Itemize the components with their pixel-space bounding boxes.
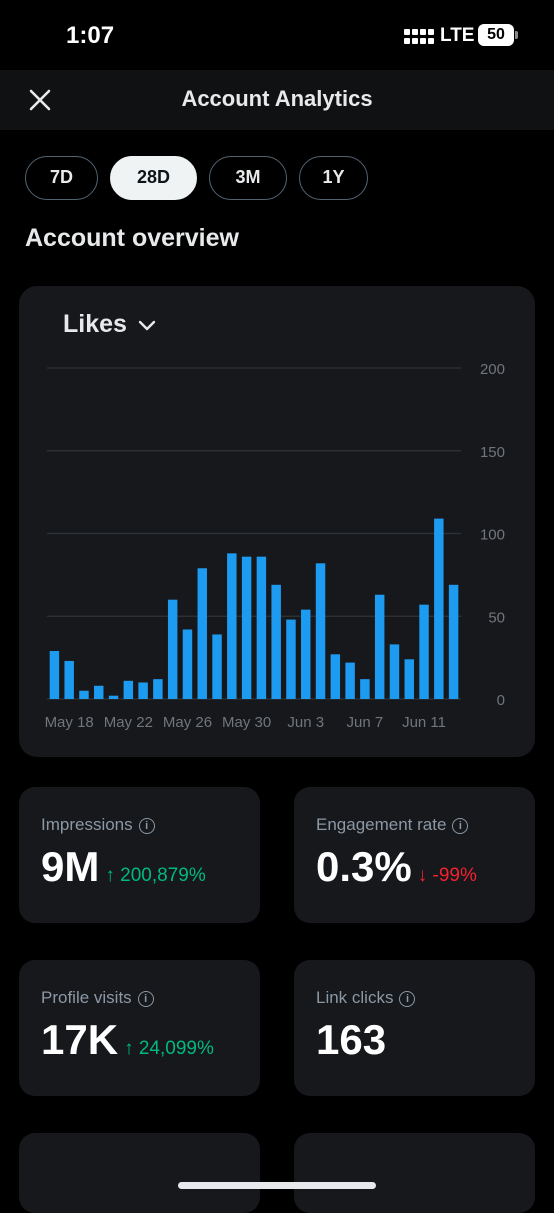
tab-3m[interactable]: 3M bbox=[209, 156, 287, 200]
nav-bar: Account Analytics bbox=[0, 70, 554, 130]
bar bbox=[360, 679, 370, 699]
tab-7d[interactable]: 7D bbox=[25, 156, 98, 200]
stat-card-link-clicks[interactable]: Link clicks i 163 bbox=[294, 960, 535, 1096]
stat-number: 9M bbox=[41, 843, 100, 890]
y-tick-label: 200 bbox=[480, 361, 505, 378]
x-tick-label: Jun 7 bbox=[347, 714, 384, 731]
network-label: LTE bbox=[440, 25, 475, 46]
stat-change: ↑ 24,099% bbox=[124, 1038, 214, 1059]
chart-card: Likes 200 150 100 50 0 May 18 May 22 May 26 May … bbox=[19, 286, 535, 757]
bar bbox=[330, 654, 341, 699]
tab-28d[interactable]: 28D bbox=[110, 156, 197, 200]
info-icon[interactable]: i bbox=[138, 818, 155, 834]
stat-label-text: Impressions bbox=[41, 815, 133, 834]
bar bbox=[49, 651, 60, 699]
metric-label: Likes bbox=[63, 310, 127, 338]
signal-icon bbox=[404, 29, 434, 47]
stat-label-engagement: Engagement rate i bbox=[316, 815, 469, 835]
stat-value-engagement: 0.3% ↓ -99% bbox=[316, 843, 477, 891]
close-button[interactable] bbox=[24, 84, 56, 116]
bar bbox=[197, 568, 207, 699]
stat-card-impressions[interactable]: Impressions i 9M ↑ 200,879% bbox=[19, 787, 260, 923]
bar bbox=[94, 685, 104, 699]
stat-change: ↑ 200,879% bbox=[105, 865, 206, 886]
x-tick-label: May 18 bbox=[45, 714, 94, 731]
x-tick-label: Jun 3 bbox=[287, 714, 324, 731]
bar bbox=[256, 556, 267, 699]
y-tick-label: 0 bbox=[497, 692, 505, 709]
x-tick-label: May 30 bbox=[222, 714, 271, 731]
stat-value-profile-visits: 17K ↑ 24,099% bbox=[41, 1016, 214, 1064]
bar bbox=[212, 634, 222, 699]
info-icon[interactable]: i bbox=[137, 991, 154, 1007]
bar bbox=[182, 629, 193, 699]
bar bbox=[419, 604, 429, 699]
x-tick-label: May 26 bbox=[163, 714, 212, 731]
bar bbox=[448, 584, 459, 699]
stat-label-text: Engagement rate bbox=[316, 815, 447, 834]
bar bbox=[389, 644, 400, 699]
bar bbox=[64, 660, 74, 699]
stat-card-partial[interactable] bbox=[294, 1133, 535, 1213]
stat-label-impressions: Impressions i bbox=[41, 815, 155, 835]
x-tick-label: May 22 bbox=[104, 714, 153, 731]
battery-icon: 50 bbox=[478, 24, 514, 46]
y-tick-label: 150 bbox=[480, 444, 505, 461]
close-icon bbox=[29, 89, 51, 111]
likes-chart: 200 150 100 50 0 May 18 May 22 May 26 May 30 Jun … bbox=[45, 361, 505, 731]
info-icon[interactable]: i bbox=[452, 818, 469, 834]
bar bbox=[153, 679, 163, 699]
bar bbox=[227, 553, 237, 699]
chevron-down-icon bbox=[137, 311, 157, 340]
stat-value-impressions: 9M ↑ 200,879% bbox=[41, 843, 206, 891]
metric-dropdown[interactable]: Likes bbox=[63, 310, 157, 340]
bar bbox=[404, 659, 414, 699]
tab-1y[interactable]: 1Y bbox=[299, 156, 368, 200]
y-tick-label: 50 bbox=[488, 609, 505, 626]
stat-card-profile-visits[interactable]: Profile visits i 17K ↑ 24,099% bbox=[19, 960, 260, 1096]
bar bbox=[315, 563, 326, 699]
home-indicator bbox=[178, 1182, 376, 1189]
stat-label-link-clicks: Link clicks i bbox=[316, 988, 416, 1008]
page-title: Account Analytics bbox=[181, 86, 373, 111]
bar bbox=[301, 609, 311, 699]
stat-label-text: Profile visits bbox=[41, 988, 132, 1007]
bar bbox=[345, 662, 355, 699]
stat-label-profile-visits: Profile visits i bbox=[41, 988, 154, 1008]
bar bbox=[79, 690, 89, 699]
stat-card-engagement-rate[interactable]: Engagement rate i 0.3% ↓ -99% bbox=[294, 787, 535, 923]
y-tick-label: 100 bbox=[480, 527, 505, 544]
status-bar: 1:07 LTE 50 bbox=[0, 0, 554, 70]
x-tick-label: Jun 11 bbox=[402, 714, 446, 731]
stat-label-text: Link clicks bbox=[316, 988, 394, 1007]
stat-number: 0.3% bbox=[316, 843, 412, 890]
bar bbox=[374, 594, 385, 699]
stat-number: 163 bbox=[316, 1016, 387, 1063]
bar bbox=[434, 518, 444, 699]
section-title: Account overview bbox=[25, 224, 239, 252]
bar bbox=[241, 556, 252, 699]
bar bbox=[138, 682, 148, 699]
bar bbox=[271, 584, 281, 699]
stat-card-partial[interactable] bbox=[19, 1133, 260, 1213]
stat-number: 17K bbox=[41, 1016, 119, 1063]
battery-cap bbox=[515, 31, 518, 39]
bar bbox=[167, 599, 178, 699]
info-icon[interactable]: i bbox=[399, 991, 416, 1007]
bar bbox=[108, 695, 119, 699]
bar bbox=[123, 680, 134, 699]
bar bbox=[286, 619, 296, 699]
stat-change: ↓ -99% bbox=[417, 865, 477, 886]
stat-value-link-clicks: 163 bbox=[316, 1016, 386, 1064]
status-time: 1:07 bbox=[66, 22, 115, 49]
